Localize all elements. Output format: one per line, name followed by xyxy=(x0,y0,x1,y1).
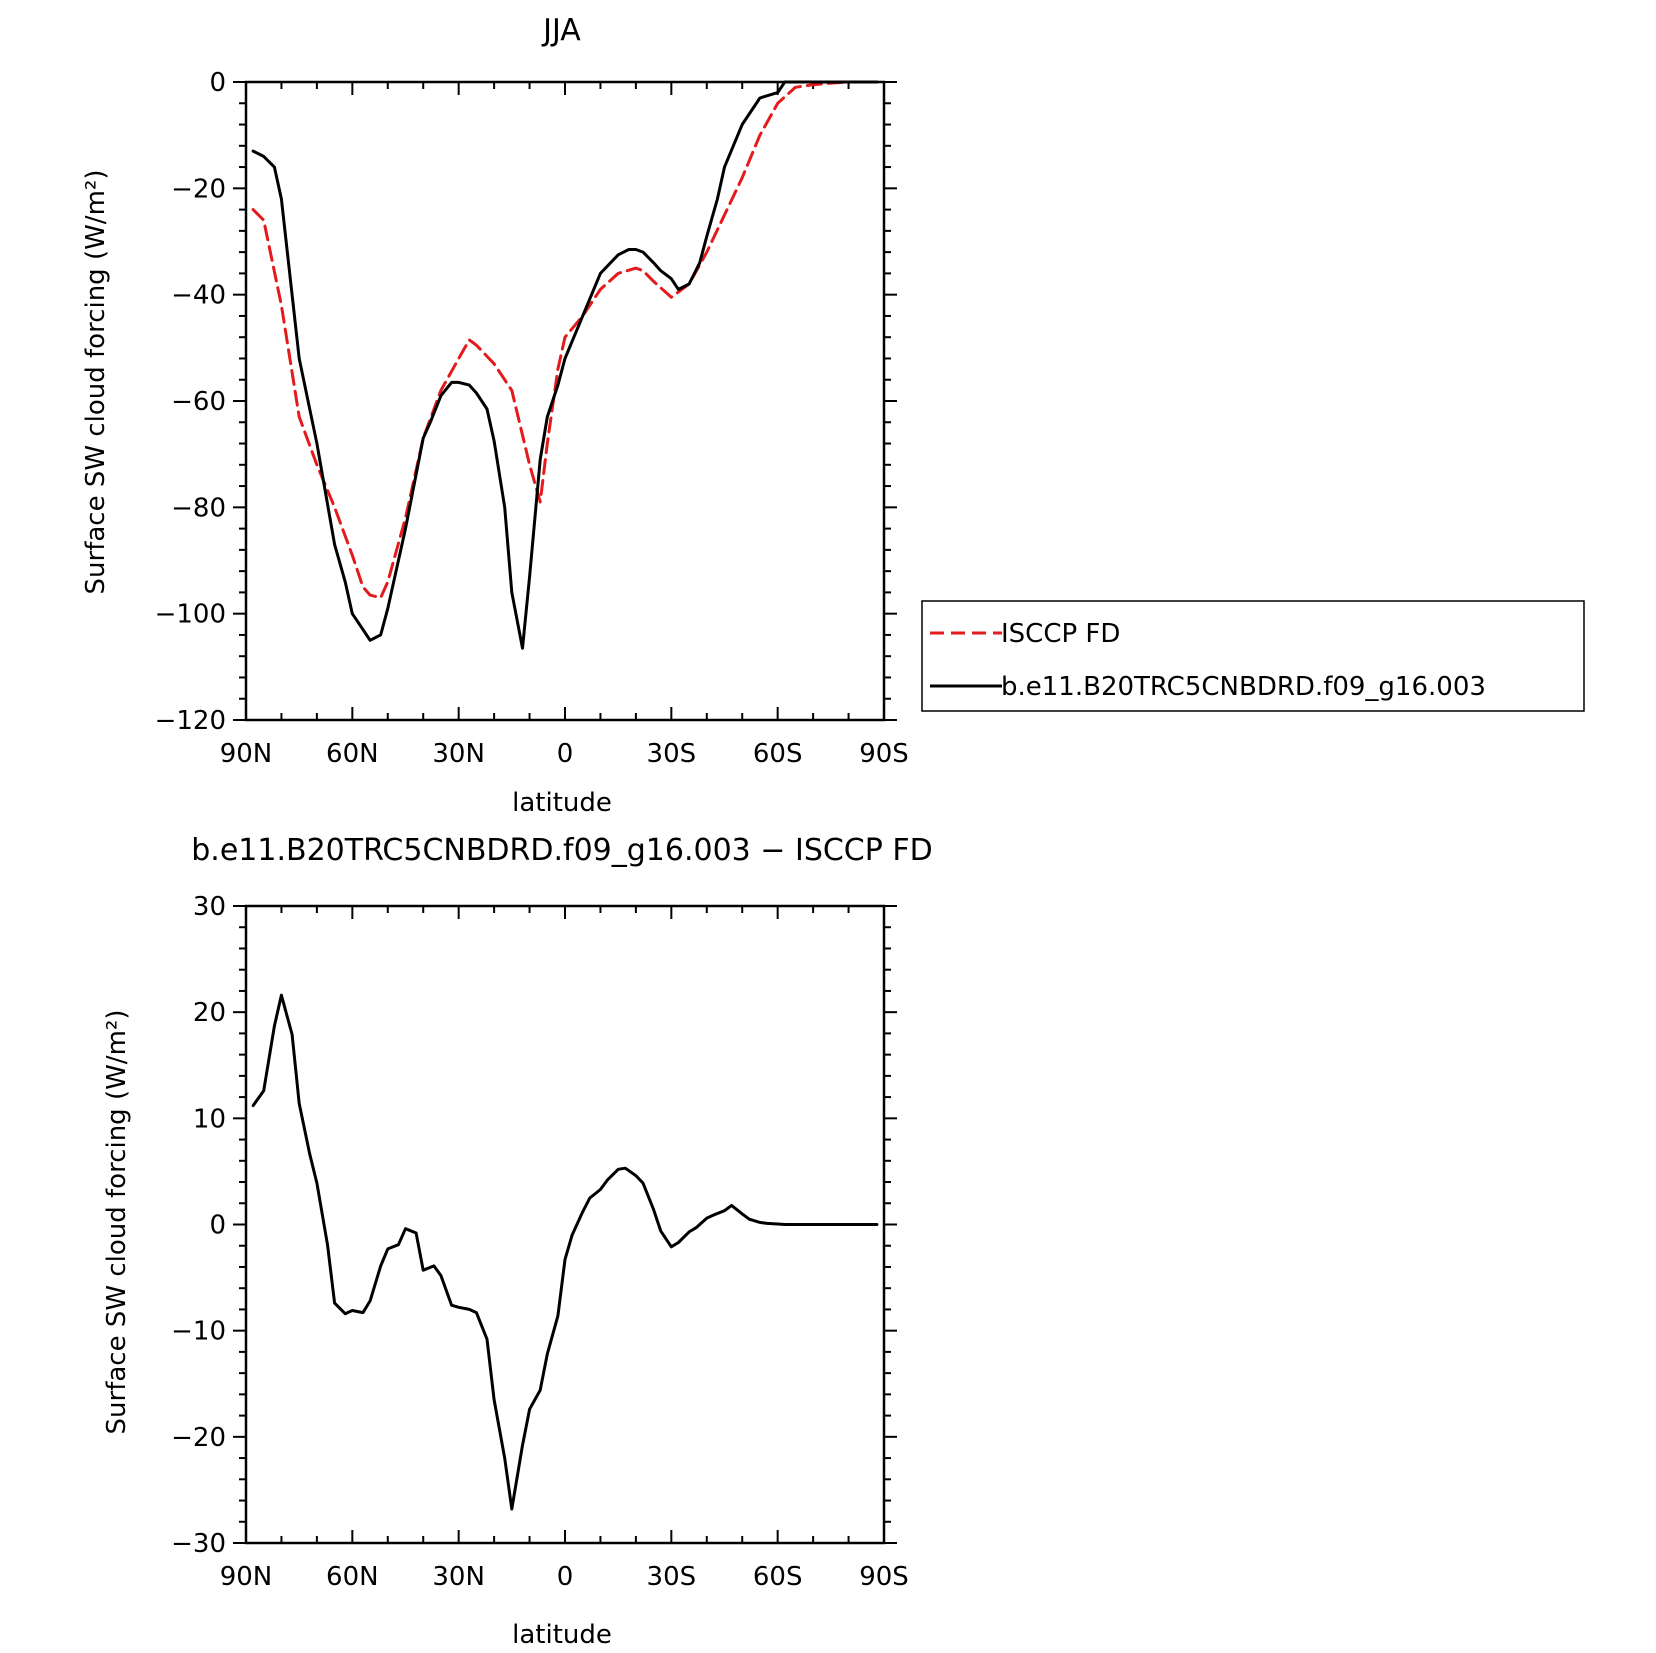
bottom-y-tick-label: 30 xyxy=(193,892,226,922)
top-y-tick-label: −100 xyxy=(155,600,226,630)
bottom-panel-title: b.e11.B20TRC5CNBDRD.f09_g16.003 − ISCCP … xyxy=(191,833,933,868)
top-y-tick-label: −40 xyxy=(171,281,226,311)
top-x-tick-labels: 90N 60N 30N 0 30S 60S 90S xyxy=(220,739,909,769)
bottom-y-tick-label: 20 xyxy=(193,998,226,1028)
top-x-tick-label: 30S xyxy=(647,739,697,769)
bottom-x-tick-labels: 90N 60N 30N 0 30S 60S 90S xyxy=(220,1562,909,1592)
bottom-y-tick-label: −10 xyxy=(171,1317,226,1347)
bottom-y-tick-label: −20 xyxy=(171,1423,226,1453)
top-series-line-0 xyxy=(251,80,879,600)
bottom-y-tick-label: 10 xyxy=(193,1104,226,1134)
bottom-x-tick-label: 30S xyxy=(647,1562,697,1592)
top-x-tick-label: 90N xyxy=(220,739,273,769)
top-series-line-1 xyxy=(251,80,879,650)
bottom-x-tick-label: 60N xyxy=(326,1562,379,1592)
bottom-x-tick-label: 60S xyxy=(753,1562,803,1592)
top-y-tick-label: −120 xyxy=(155,706,226,736)
top-panel-title: JJA xyxy=(541,13,581,48)
bottom-x-tick-label: 0 xyxy=(557,1562,574,1592)
top-x-tick-label: 60S xyxy=(753,739,803,769)
legend-box xyxy=(921,600,1585,712)
bottom-plot-frame xyxy=(244,904,886,1545)
top-y-tick-label: −20 xyxy=(171,174,226,204)
top-y-axis-label: Surface SW cloud forcing (W/m²) xyxy=(81,170,111,595)
top-series-group xyxy=(251,80,879,650)
bottom-x-tick-label: 90S xyxy=(859,1562,909,1592)
top-panel: JJA 90N 60N 30N 0 30S 60S 90S 0 −20 −40 −60 −80 −10… xyxy=(81,13,909,818)
top-x-tick-label: 0 xyxy=(557,739,574,769)
top-y-tick-label: −60 xyxy=(171,387,226,417)
top-y-tick-label: 0 xyxy=(209,68,226,98)
bottom-y-tick-labels: 30 20 10 0 −10 −20 −30 xyxy=(171,892,226,1559)
top-y-tick-labels: 0 −20 −40 −60 −80 −100 −120 xyxy=(155,68,226,736)
top-plot-frame xyxy=(244,80,886,722)
bottom-x-tick-label: 90N xyxy=(220,1562,273,1592)
top-y-tick-label: −80 xyxy=(171,493,226,523)
top-x-tick-label: 60N xyxy=(326,739,379,769)
bottom-y-tick-label: −30 xyxy=(171,1529,226,1559)
top-x-tick-label: 30N xyxy=(432,739,485,769)
top-x-tick-label: 90S xyxy=(859,739,909,769)
top-x-axis-label: latitude xyxy=(512,788,612,818)
bottom-series-group xyxy=(251,993,879,1511)
bottom-y-tick-label: 0 xyxy=(209,1211,226,1241)
legend-label-isccp: ISCCP FD xyxy=(1001,619,1120,649)
bottom-panel: b.e11.B20TRC5CNBDRD.f09_g16.003 − ISCCP … xyxy=(102,833,933,1650)
bottom-y-axis-label: Surface SW cloud forcing (W/m²) xyxy=(102,1010,132,1435)
legend-label-model: b.e11.B20TRC5CNBDRD.f09_g16.003 xyxy=(1001,672,1486,702)
bottom-x-axis-label: latitude xyxy=(512,1620,612,1650)
bottom-x-tick-label: 30N xyxy=(432,1562,485,1592)
bottom-series-line-0 xyxy=(251,993,879,1511)
legend: ISCCP FD b.e11.B20TRC5CNBDRD.f09_g16.003 xyxy=(921,600,1585,712)
